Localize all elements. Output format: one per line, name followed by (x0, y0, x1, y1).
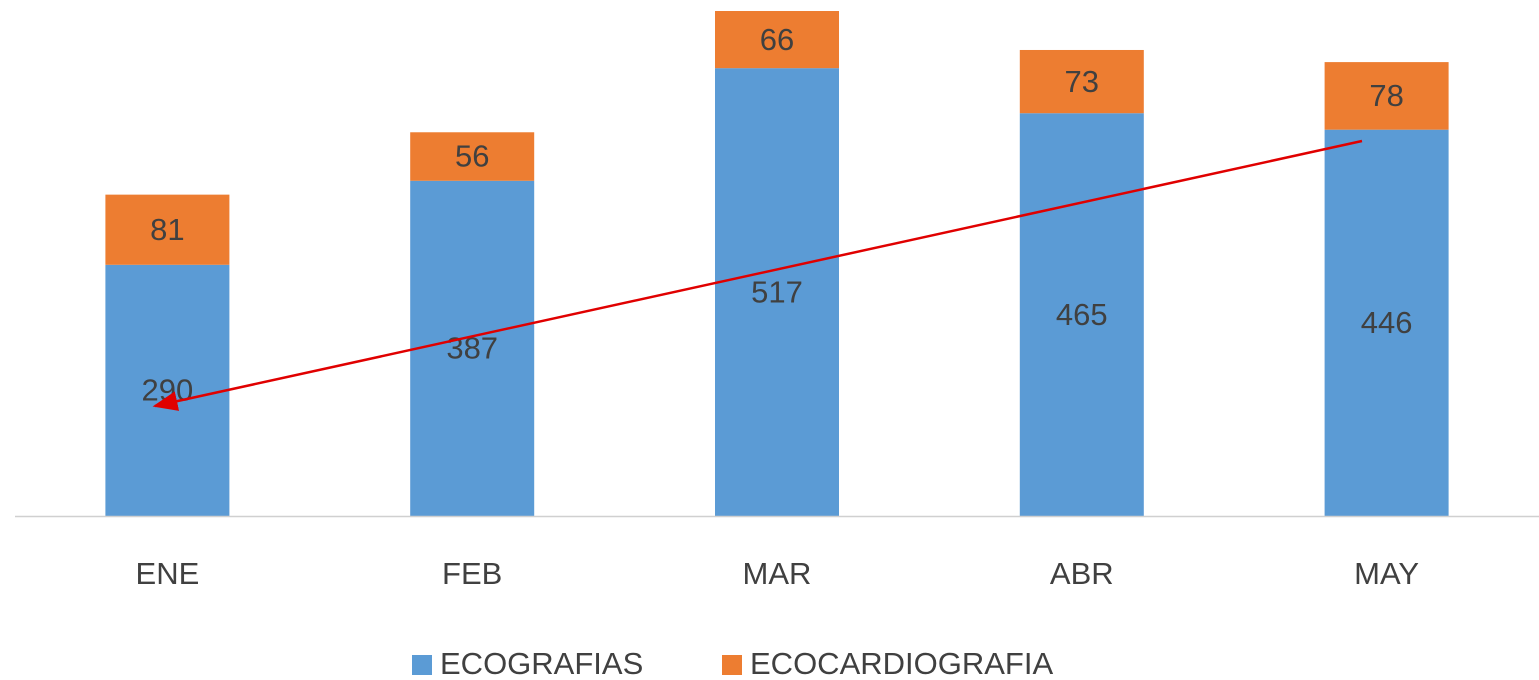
legend: ECOGRAFIAS ECOCARDIOGRAFIA (412, 646, 1053, 680)
bar-segment (1324, 62, 1449, 130)
trend-arrow (152, 139, 1363, 411)
legend-label: ECOGRAFIAS (440, 646, 643, 680)
legend-swatch (722, 655, 742, 675)
plot-area (105, 11, 1449, 517)
data-label: 446 (1361, 305, 1413, 340)
x-tick-label: ABR (1050, 556, 1114, 591)
data-label: 56 (455, 139, 489, 174)
data-label: 73 (1065, 64, 1099, 99)
x-tick-label: ENE (136, 556, 200, 591)
data-label: 66 (760, 22, 794, 57)
legend-swatch (412, 655, 432, 675)
data-label: 78 (1369, 78, 1403, 113)
data-label: 81 (150, 212, 184, 247)
bar-segment (410, 180, 535, 516)
x-tick-label: FEB (442, 556, 502, 591)
bar-segment (715, 68, 839, 517)
bar-segment (105, 264, 230, 516)
bar-segment (1019, 113, 1144, 516)
bar-segment (1019, 49, 1144, 114)
bar-segment (1324, 129, 1449, 517)
bar-segment (715, 11, 839, 69)
x-tick-label: MAR (743, 556, 812, 591)
legend-label: ECOCARDIOGRAFIA (750, 646, 1053, 680)
data-label: 517 (751, 274, 803, 309)
bar-segment (105, 194, 230, 265)
x-tick-label: MAY (1354, 556, 1419, 591)
data-label: 465 (1056, 297, 1108, 332)
bar-segment (410, 132, 535, 181)
